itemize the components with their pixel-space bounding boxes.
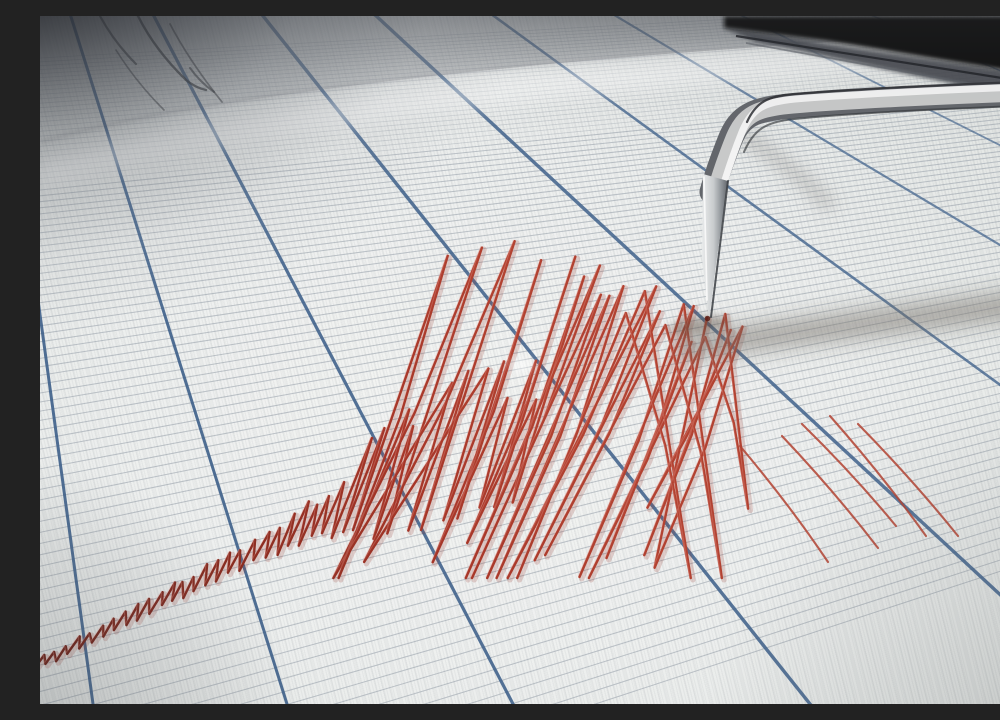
needle-highlight [703, 176, 708, 301]
seismograph-photo [40, 16, 1000, 704]
paper-specular-band [40, 32, 1000, 188]
bottom-left-vignette [40, 16, 1000, 704]
ink-skip-highlight [510, 358, 532, 372]
top-shade-overlay [40, 16, 1000, 704]
ruled-lines [40, 16, 1000, 704]
stylus-arm [699, 81, 1000, 322]
stylus-needle [702, 174, 728, 320]
machine-housing [724, 16, 1000, 94]
seismograph-scene [40, 16, 1000, 704]
tube-bottom-edge [743, 105, 1000, 153]
stylus-cast-shadow [669, 128, 1000, 370]
bottom-right-vignette [40, 16, 1000, 704]
paper-curl-shadow [40, 16, 1000, 188]
drum-highlight-line [745, 42, 1000, 90]
drum-edge-line [735, 34, 1000, 79]
pen-tip-ink [704, 315, 711, 322]
top-left-shadow [40, 16, 1000, 704]
seismogram-trace-tails [738, 414, 960, 564]
seismogram-trace [40, 239, 754, 671]
paper-texture [40, 16, 1000, 704]
ink-smudges [98, 16, 223, 111]
blue-grid-lines [40, 16, 1000, 704]
